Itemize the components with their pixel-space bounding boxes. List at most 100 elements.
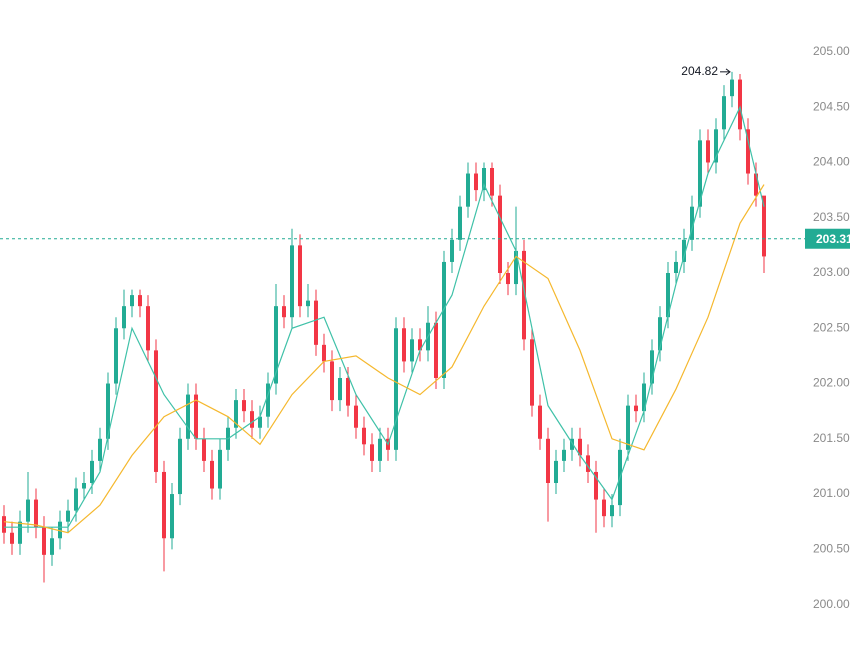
y-tick-label: 204.00 (813, 155, 850, 169)
candle-body (154, 350, 158, 472)
candle-body (2, 516, 6, 533)
high-annotation: 204.82 (681, 64, 718, 78)
y-tick-label: 201.00 (813, 486, 850, 500)
candle-body (530, 339, 534, 406)
candle-body (506, 273, 510, 285)
candle-body (314, 300, 318, 345)
candle-body (458, 206, 462, 240)
candle-body (586, 455, 590, 472)
candle-body (634, 405, 638, 412)
candle-body (146, 306, 150, 351)
candle-body (466, 173, 470, 207)
candle-body (674, 261, 678, 273)
candle-body (394, 328, 398, 450)
candle-body (642, 383, 646, 412)
candle-body (10, 532, 14, 544)
candle-body (186, 394, 190, 439)
candle-body (202, 438, 206, 461)
candle-body (706, 140, 710, 163)
candle-body (570, 438, 574, 450)
candle-body (418, 339, 422, 351)
candle-body (578, 438, 582, 456)
candle-body (298, 245, 302, 307)
candle-body (282, 306, 286, 318)
candle-body (498, 195, 502, 273)
candle-body (338, 378, 342, 401)
candle-body (402, 328, 406, 362)
y-tick-label: 200.00 (813, 597, 850, 611)
candle-body (234, 400, 238, 428)
y-tick-label: 205.50 (813, 0, 850, 3)
y-tick-label: 203.00 (813, 265, 850, 279)
candle-body (658, 317, 662, 351)
candle-body (450, 239, 454, 262)
candle-body (74, 488, 78, 511)
candle-body (690, 206, 694, 240)
candle-body (138, 295, 142, 307)
candle-body (170, 494, 174, 539)
candle-body (218, 449, 222, 489)
candle-body (562, 449, 566, 461)
candle-body (682, 239, 686, 262)
candle-body (754, 173, 758, 196)
last-price-box (805, 228, 850, 249)
candle-body (322, 344, 326, 362)
candle-body (650, 350, 654, 384)
candle-body (330, 361, 334, 401)
candle-body (362, 427, 366, 445)
candle-body (346, 378, 350, 406)
y-tick-label: 202.00 (813, 376, 850, 390)
candle-body (274, 306, 278, 384)
candle-body (514, 250, 518, 285)
y-tick-label: 205.00 (813, 44, 850, 58)
candle-body (554, 460, 558, 483)
candle-body (122, 306, 126, 329)
candle-body (370, 444, 374, 461)
candle-body (130, 295, 134, 307)
candle-body (738, 79, 742, 130)
candle-body (474, 173, 478, 191)
candle-body (378, 438, 382, 461)
candle-body (266, 383, 270, 417)
candle-body (82, 483, 86, 489)
candle-body (306, 300, 310, 307)
y-tick-label: 204.50 (813, 99, 850, 113)
candle-body (698, 140, 702, 207)
candle-body (98, 438, 102, 461)
candle-body (194, 394, 198, 439)
candle-body (290, 245, 294, 318)
candle-body (666, 273, 670, 318)
candle-body (258, 416, 262, 428)
candle-body (522, 250, 526, 340)
candle-body (538, 405, 542, 439)
candle-body (42, 527, 46, 555)
moving-average-line (4, 105, 765, 528)
candle-body (34, 499, 38, 528)
y-tick-label: 202.50 (813, 320, 850, 334)
candle-body (546, 438, 550, 483)
candle-body (26, 499, 30, 522)
candle-body (50, 538, 54, 555)
candle-body (594, 471, 598, 500)
candle-body (442, 261, 446, 378)
candle-body (602, 499, 606, 517)
candle-body (242, 400, 246, 412)
candle-body (762, 195, 766, 257)
y-tick-label: 203.50 (813, 210, 850, 224)
candle-body (610, 505, 614, 517)
y-tick-label: 200.50 (813, 541, 850, 555)
candle-body (250, 411, 254, 428)
candle-body (354, 405, 358, 428)
candle-body (714, 129, 718, 163)
candle-body (730, 79, 734, 97)
candle-body (482, 168, 486, 191)
candle-body (114, 328, 118, 384)
candle-body (210, 460, 214, 489)
candle-body (746, 129, 750, 174)
candle-body (722, 96, 726, 130)
candle-body (106, 383, 110, 439)
candle-body (162, 471, 166, 539)
candle-body (178, 438, 182, 495)
last-price-label: 203.31 (816, 232, 850, 246)
